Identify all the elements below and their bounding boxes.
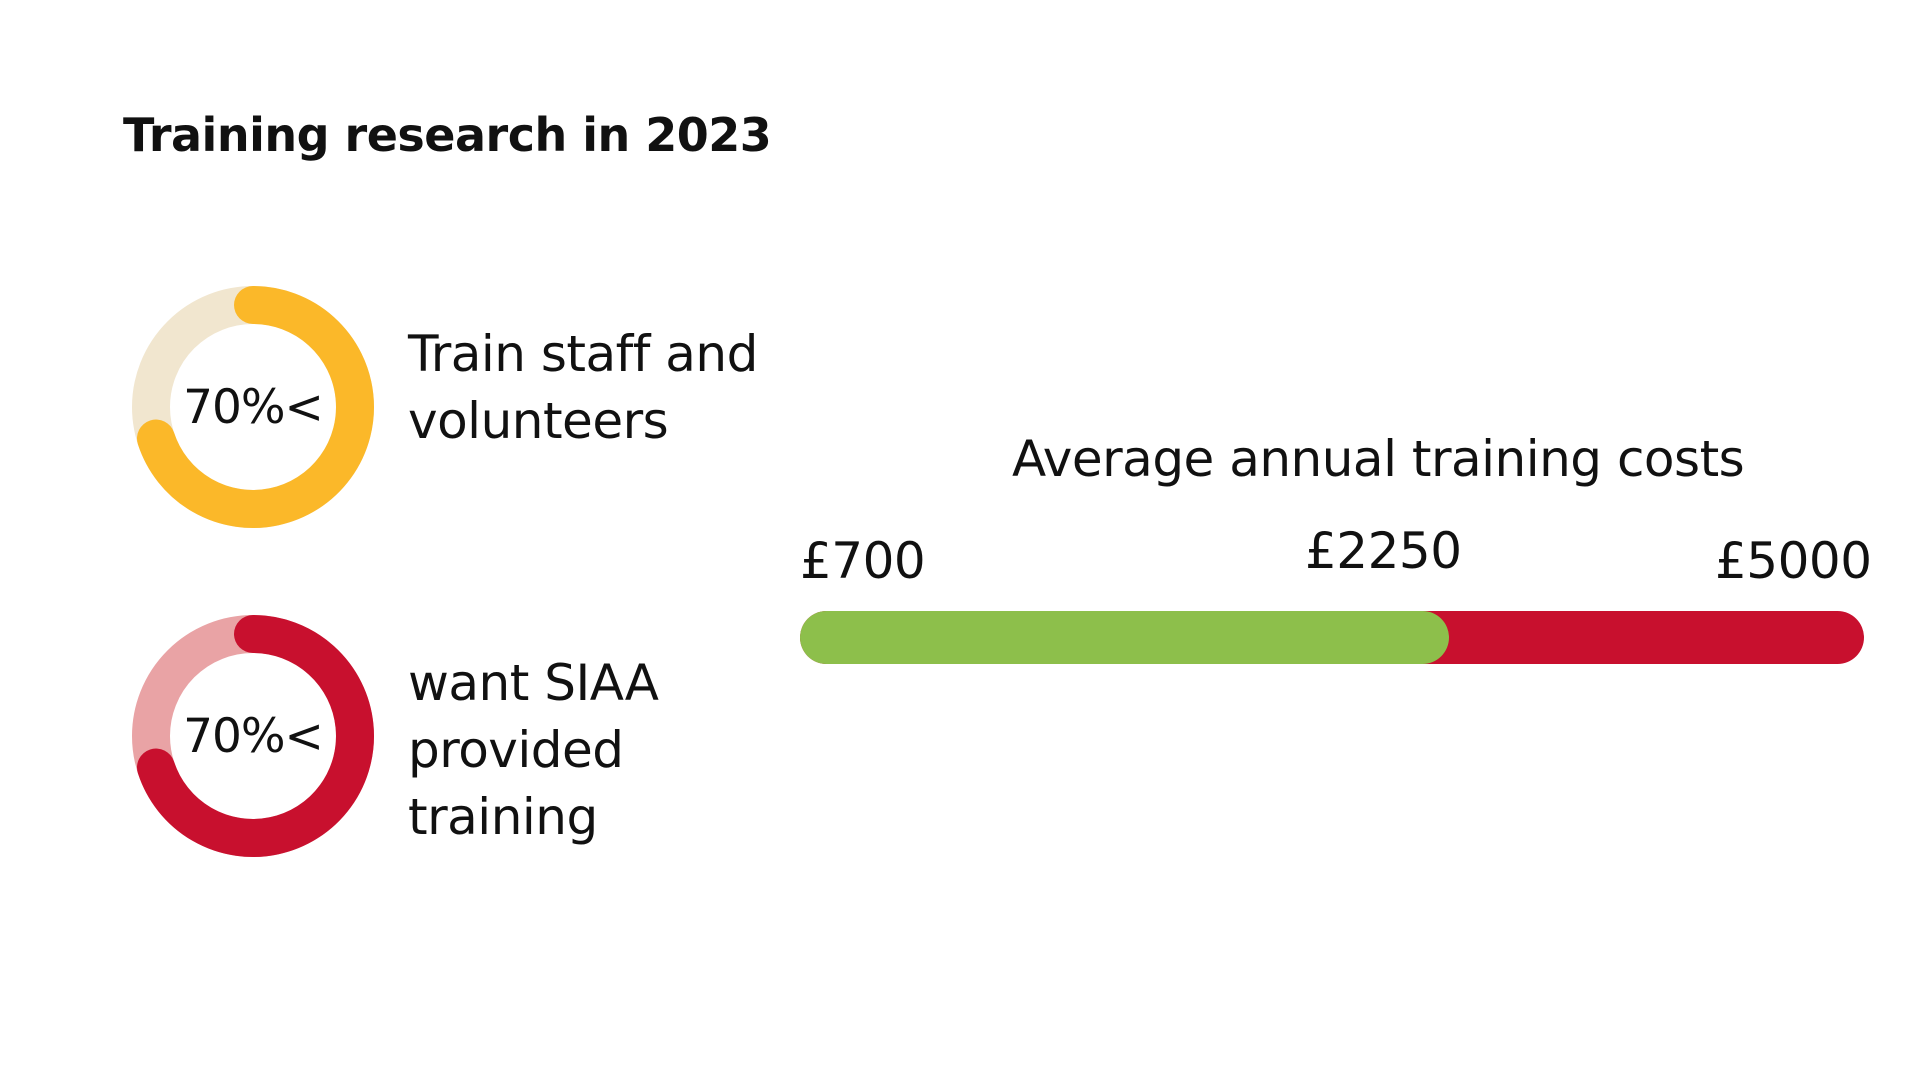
donut-chart-siaa: 70%< bbox=[123, 606, 383, 866]
caption-line: Train staff and bbox=[408, 325, 758, 383]
tick-label-max: £5000 bbox=[1715, 532, 1872, 590]
tick-label-min: £700 bbox=[800, 532, 926, 590]
tick-label-average: £2250 bbox=[1305, 522, 1462, 580]
stat-caption-staff: Train staff and volunteers bbox=[408, 321, 808, 455]
donut-chart-staff: 70%< bbox=[123, 277, 383, 537]
chart-title: Average annual training costs bbox=[1012, 430, 1745, 488]
page-title: Training research in 2023 bbox=[123, 108, 772, 162]
donut-value-arc bbox=[136, 286, 374, 528]
cost-range-bar bbox=[800, 611, 1864, 664]
bar-segment-low bbox=[800, 611, 1449, 664]
caption-line: volunteers bbox=[408, 392, 669, 450]
caption-line: want SIAA bbox=[408, 654, 659, 712]
range-bar-svg bbox=[800, 611, 1864, 664]
donut-value-label: 70%< bbox=[183, 379, 324, 435]
donut-value-arc bbox=[136, 615, 374, 857]
caption-line: provided bbox=[408, 721, 624, 779]
caption-line: training bbox=[408, 788, 598, 846]
donut-svg bbox=[132, 286, 374, 528]
stat-caption-siaa: want SIAA provided training bbox=[408, 650, 808, 851]
donut-svg bbox=[132, 615, 374, 857]
donut-value-label: 70%< bbox=[183, 708, 324, 764]
